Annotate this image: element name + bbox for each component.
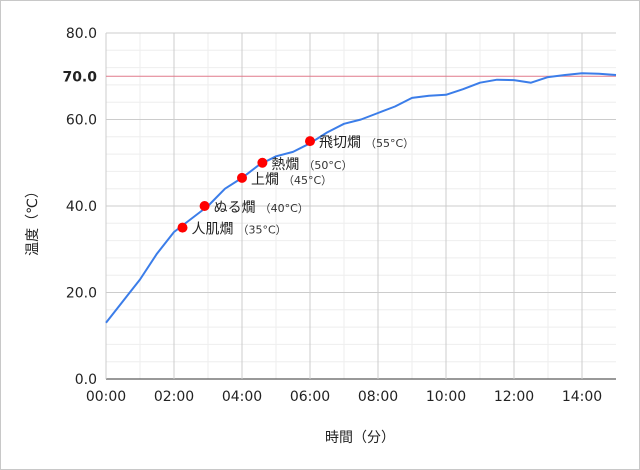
y-tick-label: 40.0 xyxy=(66,199,97,215)
annotation-label-temp: （35°C） xyxy=(238,224,287,237)
annotation-label: ぬる燗 （40°C） xyxy=(214,200,309,216)
y-tick-label: 70.0 xyxy=(62,69,97,85)
annotation-markers xyxy=(177,136,315,233)
annotation-label-name: 飛切燗 xyxy=(319,135,361,151)
annotation-label-temp: （50°C） xyxy=(303,159,352,172)
annotation-marker xyxy=(237,172,247,183)
x-tick-label: 02:00 xyxy=(154,389,194,405)
annotation-label-temp: （45°C） xyxy=(283,174,332,187)
x-tick-label: 14:00 xyxy=(562,389,602,405)
series-line-0 xyxy=(105,72,617,324)
x-tick-label: 12:00 xyxy=(494,389,534,405)
x-axis-title: 時間（分） xyxy=(325,430,395,446)
x-axis-ticks: 00:00 02:00 04:00 06:00 08:00 10:00 12:00 14:00 xyxy=(86,389,602,405)
annotation-label-name: 上燗 xyxy=(251,172,279,188)
annotation-marker xyxy=(257,157,268,168)
x-tick-label: 06:00 xyxy=(290,389,330,405)
y-axis-title: 温度（℃） xyxy=(25,184,41,256)
annotation-label-name: 熱燗 xyxy=(271,157,299,173)
annotation-marker xyxy=(305,136,315,147)
x-tick-label: 00:00 xyxy=(86,389,126,405)
annotation-marker xyxy=(177,222,188,233)
annotation-label-temp: （40°C） xyxy=(260,202,309,215)
annotation-label: 人肌燗 （35°C） xyxy=(192,222,287,238)
annotation-marker xyxy=(199,201,210,211)
annotation-label-temp: （55°C） xyxy=(365,137,414,150)
major-gridlines xyxy=(105,32,616,380)
series-layer xyxy=(105,72,617,324)
annotation-label: 熱燗 （50°C） xyxy=(271,157,352,173)
x-tick-label: 08:00 xyxy=(358,389,398,405)
y-tick-label: 80.0 xyxy=(66,26,97,42)
y-axis-ticks: 0.0 20.0 40.0 60.0 70.0 80.0 xyxy=(62,26,97,388)
annotation-label-name: ぬる燗 xyxy=(214,200,256,216)
y-tick-label: 60.0 xyxy=(66,113,97,129)
y-tick-label: 20.0 xyxy=(66,286,97,302)
x-tick-label: 04:00 xyxy=(222,389,262,405)
annotation-label-name: 人肌燗 xyxy=(192,222,234,238)
y-tick-label: 0.0 xyxy=(75,372,97,388)
x-tick-label: 10:00 xyxy=(426,389,466,405)
annotation-labels: 人肌燗 （35°C） ぬる燗 （40°C） 上燗 （45°C）熱燗 （50°C） 飛切燗 （55… xyxy=(192,135,415,238)
annotation-label: 飛切燗 （55°C） xyxy=(319,135,414,151)
annotation-label: 上燗 （45°C） xyxy=(251,172,332,188)
